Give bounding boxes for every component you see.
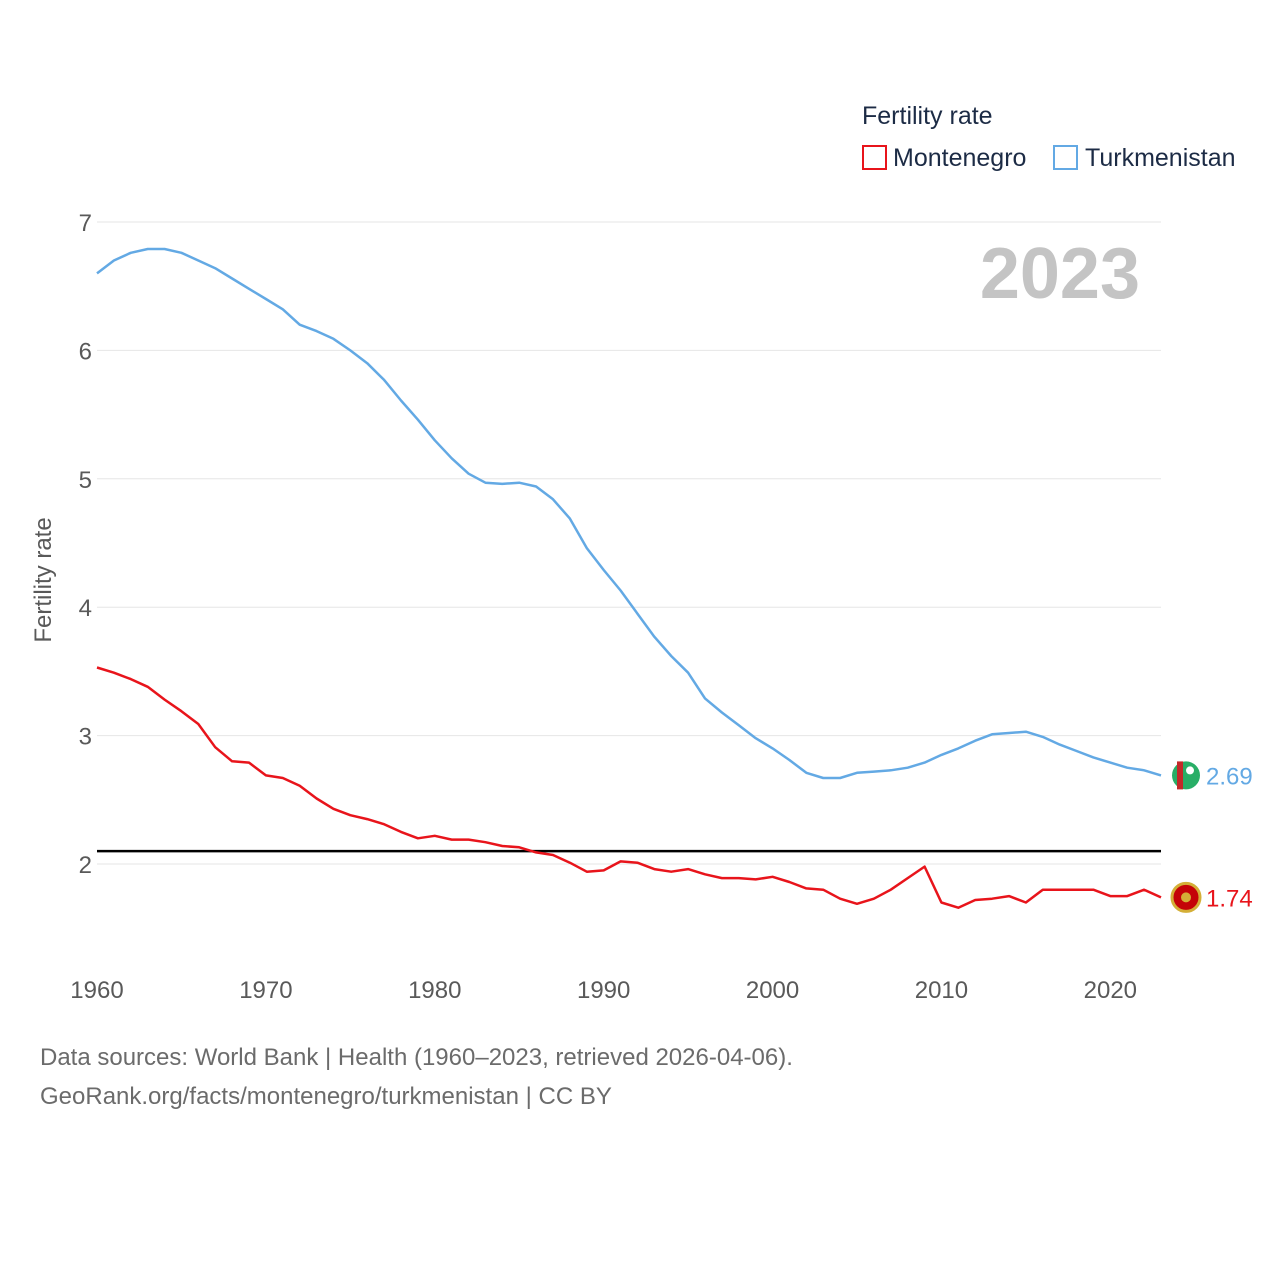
fertility-rate-chart: 2 3 4 5 6 7 1960 1970 1980 1990 2000 2010 2020 Fert… [30,102,1253,1004]
x-tick-label: 1960 [70,977,123,1004]
year-watermark: 2023 [980,234,1140,314]
footer-sources: Data sources: World Bank | Health (1960–… [40,1044,793,1071]
x-axis-ticks: 1960 1970 1980 1990 2000 2010 2020 [70,977,1137,1004]
turkmenistan-flag-stripe [1177,761,1183,790]
x-tick-label: 2010 [915,977,968,1004]
legend-swatch-montenegro [862,145,887,170]
turkmenistan-end-value: 2.69 [1206,763,1253,790]
x-tick-label: 2000 [746,977,799,1004]
footer-credit: GeoRank.org/facts/montenegro/turkmenista… [40,1083,612,1110]
legend-item-montenegro[interactable]: Montenegro [862,144,1026,172]
legend-label-montenegro: Montenegro [893,144,1026,172]
y-tick-label: 6 [79,338,92,365]
series-lines [96,247,1162,909]
y-tick-label: 5 [79,467,92,494]
series-line-montenegro [96,666,1162,909]
legend: Fertility rate Montenegro Turkmenistan [862,102,1236,172]
montenegro-flag-emblem [1181,892,1191,903]
y-axis-title: Fertility rate [30,517,57,642]
legend-swatch-turkmenistan [1053,145,1078,170]
x-tick-label: 2020 [1084,977,1137,1004]
legend-label-turkmenistan: Turkmenistan [1085,144,1236,172]
y-tick-label: 2 [79,852,92,879]
y-tick-label: 7 [79,210,92,237]
y-axis-ticks: 2 3 4 5 6 7 [79,210,92,879]
montenegro-end-value: 1.74 [1206,885,1253,912]
turkmenistan-flag-crescent [1186,766,1194,775]
x-tick-label: 1980 [408,977,461,1004]
legend-item-turkmenistan[interactable]: Turkmenistan [1053,144,1236,172]
x-tick-label: 1970 [239,977,292,1004]
x-tick-label: 1990 [577,977,630,1004]
y-tick-label: 4 [79,595,92,622]
grid-lines [97,221,1161,865]
y-tick-label: 3 [79,724,92,751]
legend-title: Fertility rate [862,102,993,130]
turkmenistan-flag-icon [1172,761,1200,790]
turkmenistan-end-marker: 2.69 [1172,761,1253,790]
series-line-turkmenistan [96,247,1162,780]
montenegro-end-marker: 1.74 [1170,881,1253,913]
